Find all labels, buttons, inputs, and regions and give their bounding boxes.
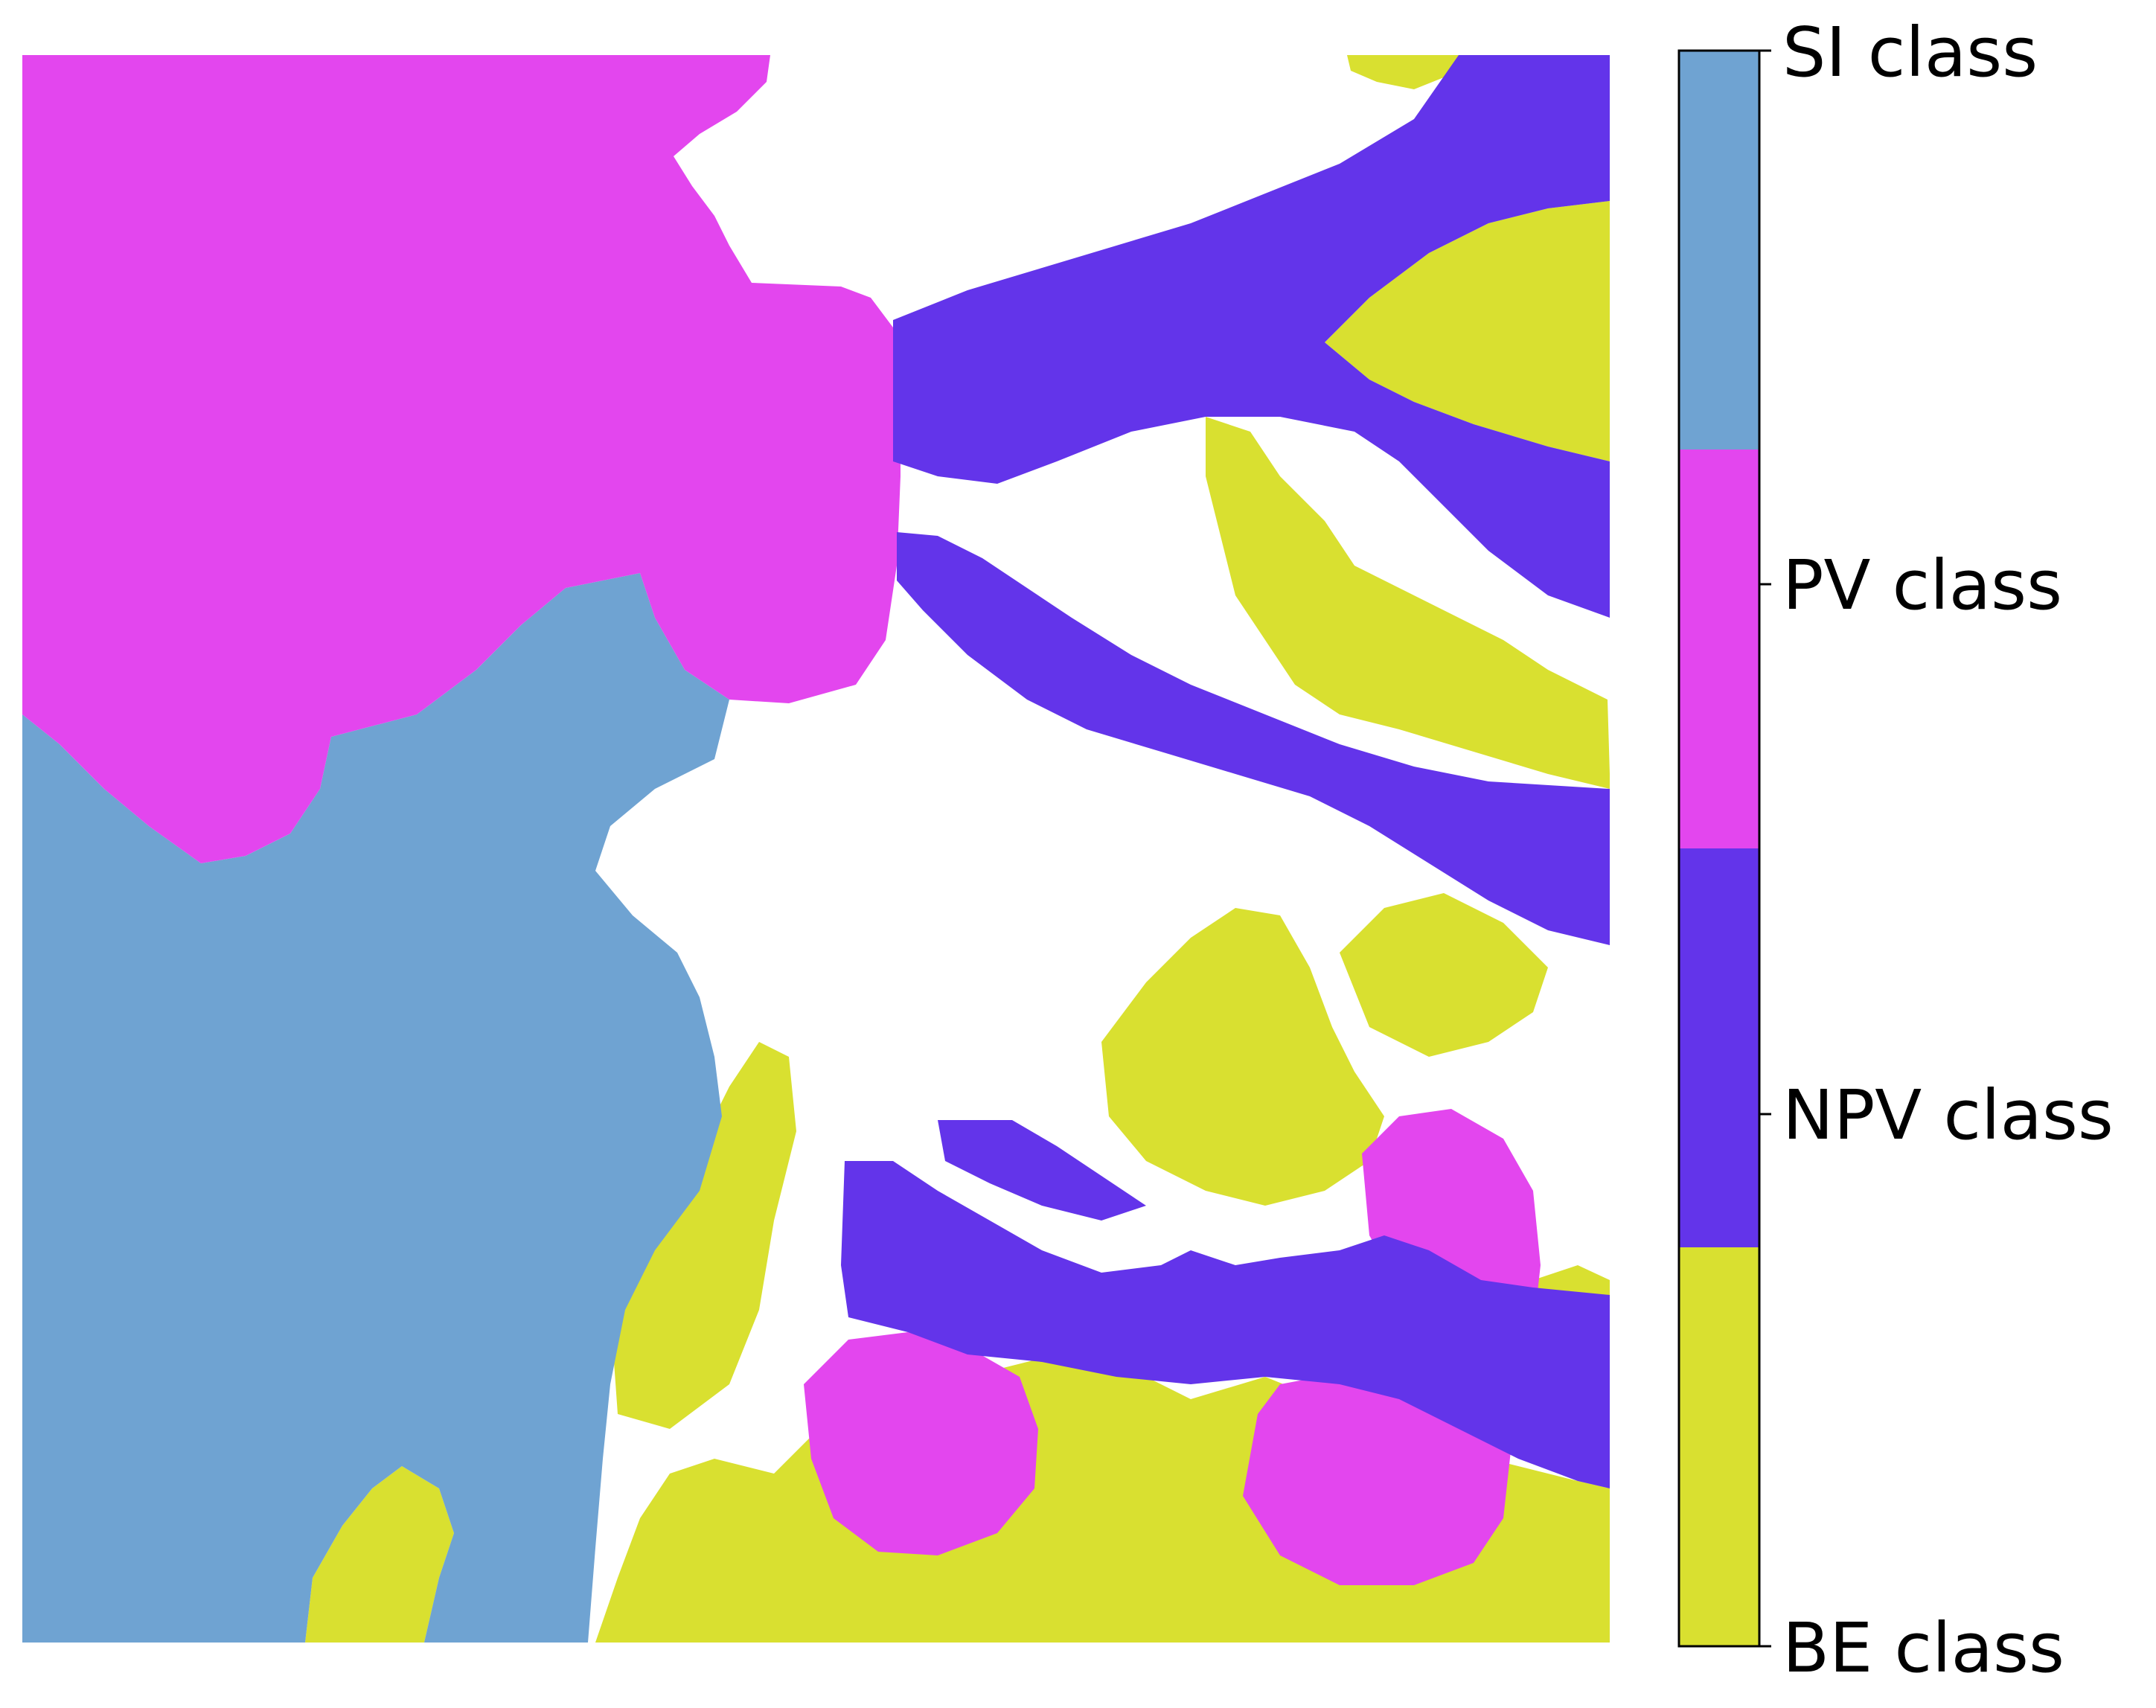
si-region bbox=[22, 573, 729, 1643]
be-region-upper-right bbox=[1206, 417, 1610, 789]
npv-regions bbox=[841, 55, 1610, 1488]
pv-region-bottom-left-blob bbox=[804, 1332, 1038, 1555]
colorbar: SI class PV class NPV class BE class bbox=[1677, 13, 2114, 1688]
classification-map bbox=[22, 55, 1610, 1643]
colorbar-swatch-si bbox=[1679, 51, 1759, 450]
be-region-right-mid bbox=[1340, 893, 1548, 1057]
be-region-top-right-wedge bbox=[1325, 201, 1610, 461]
npv-band-top bbox=[893, 55, 1610, 618]
pv-region-top-left bbox=[22, 55, 901, 863]
colorbar-label-si: SI class bbox=[1782, 13, 2038, 92]
colorbar-swatch-npv bbox=[1679, 848, 1759, 1247]
colorbar-label-npv: NPV class bbox=[1782, 1075, 2114, 1155]
be-region-top-fringe bbox=[1347, 55, 1459, 89]
pv-region-bottom-right-blob bbox=[1243, 1373, 1511, 1585]
pv-regions bbox=[22, 55, 1541, 1585]
npv-band-middle bbox=[897, 532, 1610, 945]
npv-band-lower bbox=[841, 1161, 1610, 1488]
colorbar-frame bbox=[1677, 49, 1761, 1648]
colorbar-swatch-pv bbox=[1679, 450, 1759, 848]
be-region-left-lower bbox=[610, 1042, 796, 1429]
colorbar-swatch-be bbox=[1679, 1247, 1759, 1646]
npv-band-lower-upper bbox=[938, 1120, 1146, 1221]
colorbar-label-pv: PV class bbox=[1782, 546, 2062, 625]
be-region-small-bottom-left bbox=[305, 1466, 454, 1643]
be-region-center bbox=[1101, 908, 1384, 1206]
colorbar-label-be: BE class bbox=[1782, 1608, 2064, 1688]
